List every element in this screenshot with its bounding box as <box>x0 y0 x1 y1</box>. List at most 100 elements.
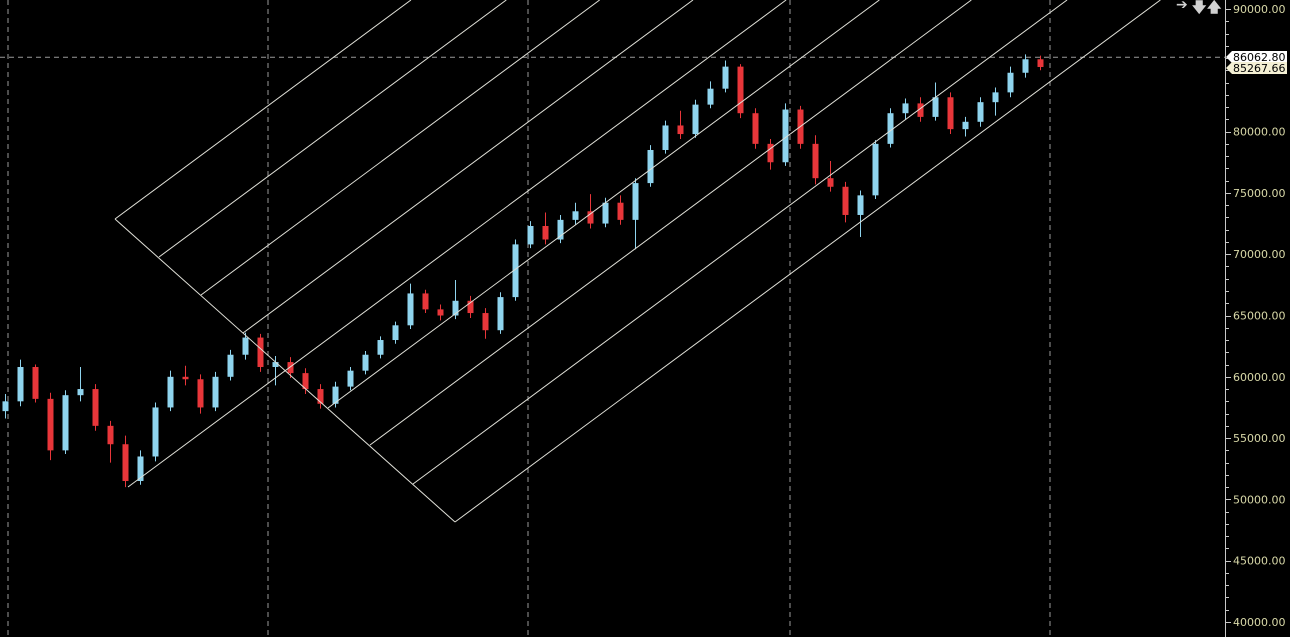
candle-down <box>737 66 744 114</box>
candle-up <box>707 88 714 105</box>
candle-up <box>512 244 519 298</box>
candle-up <box>362 354 369 371</box>
candle-up <box>722 66 729 89</box>
candle-down <box>92 389 99 426</box>
candle-down <box>287 362 294 374</box>
channel-line[interactable] <box>114 0 412 220</box>
candle-up <box>212 376 219 408</box>
candle-up <box>602 202 609 224</box>
candles <box>2 54 1044 488</box>
candle-down <box>257 337 264 367</box>
channel-line[interactable] <box>412 0 1068 485</box>
candle-down <box>752 113 759 144</box>
y-tick-label: 60000.00 <box>1233 371 1286 384</box>
crosshair-price-label: 86062.80 <box>1226 51 1287 64</box>
candle-down <box>107 425 114 445</box>
y-tick-label: 90000.00 <box>1233 3 1286 16</box>
candle-down <box>32 366 39 399</box>
candle-up <box>692 104 699 135</box>
candle-up <box>557 219 564 240</box>
candle-up <box>62 395 69 451</box>
y-tick-label: 45000.00 <box>1233 555 1286 568</box>
crosshair-price-text: 86062.80 <box>1233 51 1286 64</box>
channel-line[interactable] <box>158 0 507 258</box>
candle-up <box>17 366 24 402</box>
channel-line[interactable] <box>369 0 972 446</box>
price-axis-background[interactable] <box>1225 0 1290 637</box>
candle-down <box>827 178 834 187</box>
candle-up <box>77 389 84 396</box>
candle-up <box>227 354 234 377</box>
candle-up <box>347 370 354 387</box>
y-tick-label: 40000.00 <box>1233 616 1286 629</box>
candle-up <box>392 325 399 341</box>
candle-down <box>842 186 849 215</box>
candle-down <box>542 226 549 240</box>
candle-up <box>962 121 969 130</box>
candle-down <box>947 97 954 130</box>
last-price-label: 85267.66 <box>1226 62 1287 75</box>
candle-up <box>272 362 279 367</box>
y-tick-label: 80000.00 <box>1233 126 1286 139</box>
candle-down <box>467 300 474 314</box>
candle-up <box>1007 72 1014 93</box>
fibonacci-channel-drawing[interactable] <box>114 0 1161 523</box>
candle-up <box>977 102 984 122</box>
candle-down <box>812 143 819 179</box>
candle-up <box>152 407 159 457</box>
channel-line[interactable] <box>327 0 880 409</box>
y-tick-label: 70000.00 <box>1233 248 1286 261</box>
candle-down <box>767 143 774 163</box>
y-tick-label: 55000.00 <box>1233 432 1286 445</box>
candle-up <box>572 211 579 220</box>
candle-up <box>452 300 459 316</box>
candle-up <box>632 183 639 220</box>
last-price-text: 85267.66 <box>1233 62 1286 75</box>
y-tick-label: 75000.00 <box>1233 187 1286 200</box>
arrow-down-icon[interactable]: 🡇 <box>1192 0 1207 16</box>
y-tick-label: 50000.00 <box>1233 493 1286 506</box>
candle-down <box>302 373 309 390</box>
candle-up <box>167 376 174 408</box>
candle-up <box>1022 59 1029 73</box>
candle-up <box>857 195 864 215</box>
y-tick-label: 65000.00 <box>1233 310 1286 323</box>
candle-down <box>47 398 54 451</box>
candle-up <box>782 109 789 163</box>
candle-down <box>182 376 189 380</box>
candle-up <box>902 103 909 114</box>
candle-up <box>137 456 144 482</box>
candle-down <box>317 389 324 404</box>
arrow-up-icon[interactable]: 🡅 <box>1207 0 1222 16</box>
candle-up <box>992 92 999 103</box>
price-axis[interactable]: 90000.00 80000.00 75000.00 70000.00 65000.00… <box>1225 0 1290 637</box>
grid <box>0 0 1225 637</box>
candle-down <box>1037 59 1044 67</box>
candle-down <box>482 313 489 331</box>
candle-down <box>437 309 444 316</box>
channel-line[interactable] <box>200 0 600 296</box>
candle-up <box>872 143 879 196</box>
candle-up <box>2 401 9 412</box>
candle-up <box>662 125 669 150</box>
candle-down <box>677 125 684 135</box>
candle-up <box>242 337 249 355</box>
candle-down <box>122 444 129 482</box>
arrow-right-icon[interactable]: ➔ <box>1176 0 1188 13</box>
candle-down <box>422 293 429 310</box>
candle-up <box>407 293 414 326</box>
candle-up <box>377 340 384 355</box>
candle-up <box>527 226 534 245</box>
candle-down <box>617 202 624 220</box>
channel-line[interactable] <box>242 0 694 334</box>
candle-up <box>932 97 939 117</box>
candle-up <box>887 113 894 144</box>
channel-line[interactable] <box>454 0 1161 523</box>
candle-up <box>332 386 339 404</box>
candle-up <box>647 149 654 184</box>
channel-line[interactable] <box>127 0 787 488</box>
candle-down <box>197 379 204 408</box>
candle-up <box>497 297 504 331</box>
candle-down <box>587 211 594 224</box>
